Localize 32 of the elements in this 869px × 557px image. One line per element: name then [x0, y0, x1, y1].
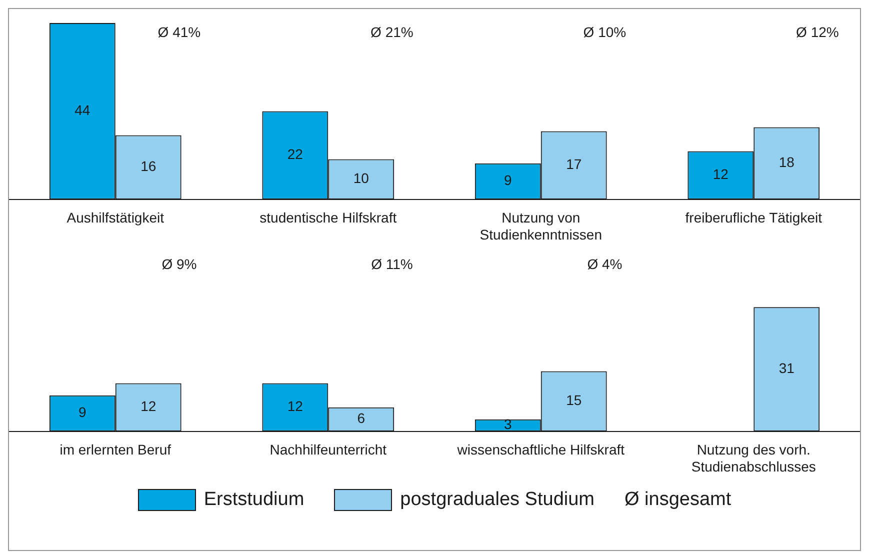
data-label: 12 — [287, 398, 304, 414]
data-label: 6 — [357, 410, 366, 426]
data-label: 12 — [712, 166, 729, 182]
legend-title: Ø insgesamt — [624, 489, 732, 511]
x-tick-label: Aushilfstätigkeit — [66, 210, 164, 226]
text: Ø 9% — [162, 256, 197, 272]
data-label: 44 — [74, 102, 90, 118]
x-tick-label: Nutzung von Studienkenntnissen — [480, 210, 602, 242]
legend-label: postgraduales Studium — [400, 489, 594, 511]
data-label: 9 — [78, 404, 86, 420]
data-label: 9 — [504, 172, 512, 188]
x-tick-label: im erlernten Beruf — [60, 442, 172, 458]
x-tick-label: Nutzung des vorh. Studienabschlusses — [691, 442, 816, 474]
data-label: 31 — [778, 360, 795, 376]
x-tick-label: wissenschaftliche Hilfskraft — [456, 442, 625, 458]
legend-label: Erststudium — [204, 489, 304, 511]
data-label: 17 — [566, 156, 582, 172]
data-label: 18 — [778, 154, 795, 170]
data-label: 22 — [287, 146, 304, 162]
text: Ø 11% — [371, 256, 413, 272]
annotation: Ø 12% — [796, 24, 839, 40]
annotation: Ø 41% — [158, 24, 201, 40]
x-tick-label: freiberufliche Tätigkeit — [685, 210, 822, 226]
data-label: 15 — [566, 392, 582, 408]
data-label: 12 — [140, 398, 156, 414]
data-label: 16 — [140, 158, 156, 174]
x-tick-label: Nachhilfeunterricht — [270, 442, 387, 458]
annotation: Ø 10% — [583, 24, 626, 40]
annotation: Ø 21% — [370, 24, 414, 40]
x-tick-label: studentische Hilfskraft — [260, 210, 397, 226]
text: Ø 4% — [587, 256, 622, 272]
data-label: 10 — [353, 170, 370, 186]
